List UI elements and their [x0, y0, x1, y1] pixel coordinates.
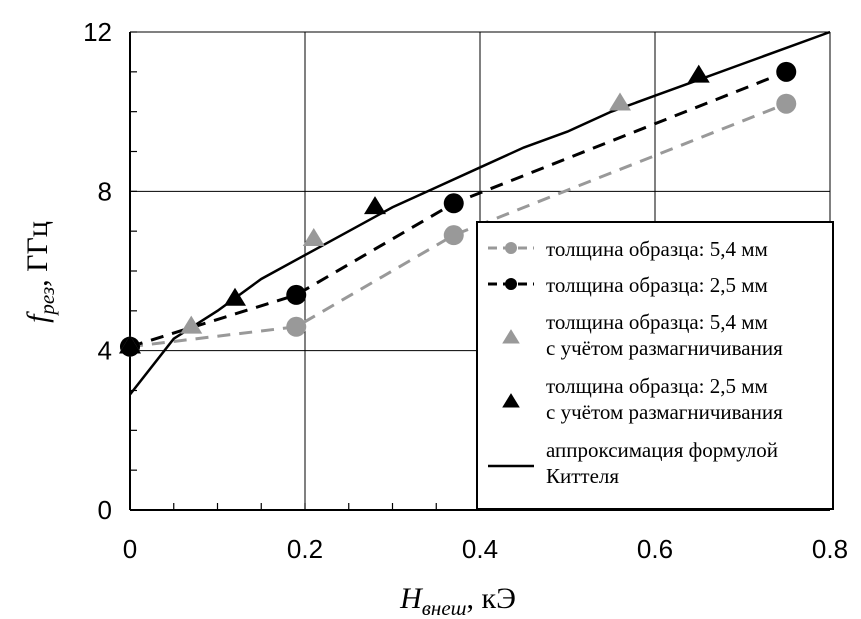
- legend-box: [476, 221, 834, 510]
- legend-label-3: с учётом размагничивания: [546, 336, 783, 360]
- legend-label-5: Киттеля: [546, 464, 619, 488]
- legend-label-5: аппроксимация формулой: [546, 438, 778, 462]
- x-axis-title: Hвнеш, кЭ: [399, 582, 516, 619]
- series-3-point: [302, 227, 325, 246]
- series-3-point: [609, 92, 631, 111]
- legend-label-1: толщина образца: 5,4 мм: [546, 237, 768, 261]
- legend: толщина образца: 5,4 мм толщина образца: …: [476, 221, 834, 510]
- x-axis-title-sub: внеш: [422, 596, 467, 619]
- x-tick-label: 0.4: [462, 534, 498, 564]
- legend-swatch-marker-1: [505, 242, 517, 254]
- x-tick-label: 0.8: [812, 534, 848, 564]
- series-2-point: [443, 193, 464, 214]
- series-1-point: [286, 316, 307, 337]
- x-tick-label: 0: [123, 534, 137, 564]
- x-axis-title-main: H: [399, 582, 424, 615]
- legend-swatch-marker-2: [505, 278, 517, 290]
- series-1-point: [443, 225, 464, 246]
- series-4-point: [224, 287, 246, 306]
- y-axis-title-unit: , ГГц: [21, 221, 54, 287]
- series-1-point: [776, 93, 797, 114]
- legend-label-4: толщина образца: 2,5 мм: [546, 374, 768, 398]
- y-tick-label: 0: [98, 495, 112, 525]
- series-3-point: [180, 315, 203, 334]
- legend-swatch-marker-3: [502, 329, 520, 344]
- legend-label-3: толщина образца: 5,4 мм: [546, 310, 768, 334]
- y-axis-title-sub: рез: [35, 287, 59, 317]
- x-axis-title-unit: , кЭ: [467, 582, 516, 615]
- x-tick-label: 0.2: [287, 534, 323, 564]
- series-4-point: [687, 64, 710, 83]
- y-tick-label: 4: [98, 336, 112, 366]
- kittel-fit-line: [129, 30, 831, 396]
- tick-labels: 0 0.2 0.4 0.6 0.8 0 4 8 12: [83, 17, 848, 564]
- legend-swatch-marker-4: [502, 393, 520, 408]
- y-tick-label: 8: [98, 176, 112, 206]
- series-2-point: [776, 61, 797, 82]
- series-2-point: [286, 284, 307, 305]
- x-tick-label: 0.6: [637, 534, 673, 564]
- series-4-point: [364, 196, 386, 215]
- legend-label-2: толщина образца: 2,5 мм: [546, 273, 768, 297]
- series-2-line: [129, 70, 787, 349]
- plot-area: [119, 30, 831, 396]
- y-axis-title: fрез, ГГц: [21, 221, 59, 323]
- series-1-line: [129, 102, 787, 349]
- y-tick-label: 12: [83, 17, 112, 47]
- legend-label-4: с учётом размагничивания: [546, 400, 783, 424]
- series-4-point: [119, 335, 141, 354]
